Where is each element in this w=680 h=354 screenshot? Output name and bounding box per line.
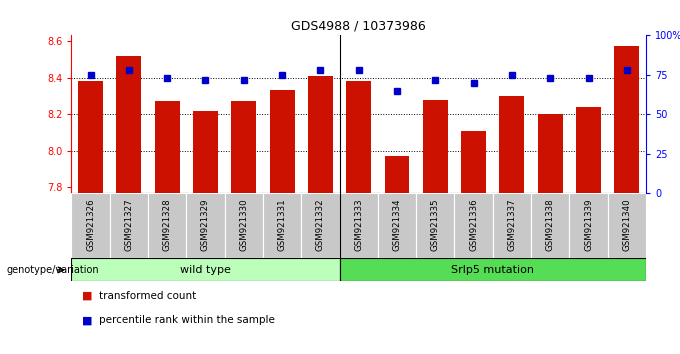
Bar [109,193,148,258]
Text: GSM921333: GSM921333 [354,198,363,251]
Text: GSM921328: GSM921328 [163,198,171,251]
Bar [71,258,339,281]
Bar [385,156,409,193]
Bar [301,193,339,258]
Text: GSM921326: GSM921326 [86,198,95,251]
Bar [500,96,524,193]
Bar [454,193,493,258]
Text: GSM921336: GSM921336 [469,198,478,251]
Bar [78,81,103,193]
Bar [339,258,646,281]
Text: GSM921334: GSM921334 [392,198,401,251]
Text: ■: ■ [82,315,92,325]
Bar [339,193,378,258]
Bar [576,107,601,193]
Bar [615,46,639,193]
Bar [423,99,447,193]
Text: Srlp5 mutation: Srlp5 mutation [452,265,534,275]
Text: GSM921329: GSM921329 [201,198,210,251]
Bar [71,193,109,258]
Text: GSM921337: GSM921337 [507,198,516,251]
Bar [531,193,569,258]
Bar [378,193,416,258]
Text: GSM921332: GSM921332 [316,198,325,251]
Text: GSM921338: GSM921338 [546,198,555,251]
Bar [461,131,486,193]
Bar [224,193,263,258]
Text: ■: ■ [82,291,92,301]
Bar [608,193,646,258]
Bar [569,193,608,258]
Title: GDS4988 / 10373986: GDS4988 / 10373986 [291,20,426,33]
Text: GSM921339: GSM921339 [584,198,593,251]
Bar [116,56,141,193]
Bar [186,193,224,258]
Text: GSM921331: GSM921331 [277,198,286,251]
Bar [538,114,562,193]
Text: percentile rank within the sample: percentile rank within the sample [99,315,275,325]
Text: transformed count: transformed count [99,291,196,301]
Bar [493,193,531,258]
Bar [346,81,371,193]
Text: GSM921327: GSM921327 [124,198,133,251]
Text: GSM921340: GSM921340 [622,198,631,251]
Text: wild type: wild type [180,265,231,275]
Bar [416,193,454,258]
Text: genotype/variation: genotype/variation [7,265,99,275]
Bar [155,101,180,193]
Text: GSM921335: GSM921335 [431,198,440,251]
Bar [263,193,301,258]
Bar [193,110,218,193]
Text: GSM921330: GSM921330 [239,198,248,251]
Bar [231,101,256,193]
Bar [270,90,294,193]
Bar [308,76,333,193]
Bar [148,193,186,258]
